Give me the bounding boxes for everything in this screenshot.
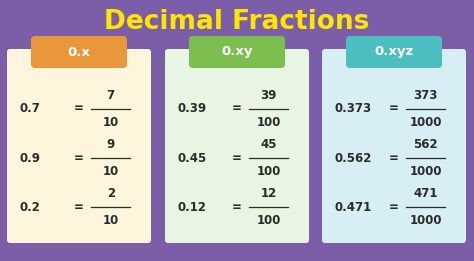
Text: 0.9: 0.9 xyxy=(20,151,41,164)
Text: =: = xyxy=(232,201,242,214)
Text: 562: 562 xyxy=(413,138,438,151)
Text: 0.39: 0.39 xyxy=(178,102,207,115)
Text: 0.12: 0.12 xyxy=(178,201,207,214)
Text: 1000: 1000 xyxy=(410,165,442,178)
Text: 1000: 1000 xyxy=(410,116,442,129)
Text: 9: 9 xyxy=(107,138,115,151)
Text: =: = xyxy=(389,151,399,164)
Text: 10: 10 xyxy=(102,214,119,227)
Text: =: = xyxy=(74,102,84,115)
Text: 100: 100 xyxy=(256,116,281,129)
Text: Decimal Fractions: Decimal Fractions xyxy=(104,9,370,35)
Text: 100: 100 xyxy=(256,165,281,178)
Text: 12: 12 xyxy=(261,187,277,200)
Text: 471: 471 xyxy=(413,187,438,200)
Text: 7: 7 xyxy=(107,89,115,102)
Text: 0.x: 0.x xyxy=(68,45,91,58)
Text: 0.xyz: 0.xyz xyxy=(374,45,414,58)
Text: 0.7: 0.7 xyxy=(20,102,41,115)
Text: =: = xyxy=(389,201,399,214)
FancyBboxPatch shape xyxy=(31,36,127,68)
Text: 373: 373 xyxy=(413,89,438,102)
FancyBboxPatch shape xyxy=(189,36,285,68)
Text: 10: 10 xyxy=(102,165,119,178)
Text: 0.562: 0.562 xyxy=(335,151,373,164)
Text: 0.471: 0.471 xyxy=(335,201,372,214)
FancyBboxPatch shape xyxy=(165,49,309,243)
Text: 0.45: 0.45 xyxy=(178,151,207,164)
Text: 0.xy: 0.xy xyxy=(221,45,253,58)
Text: 1000: 1000 xyxy=(410,214,442,227)
FancyBboxPatch shape xyxy=(346,36,442,68)
Text: 10: 10 xyxy=(102,116,119,129)
Text: =: = xyxy=(232,151,242,164)
Text: =: = xyxy=(74,151,84,164)
Text: 45: 45 xyxy=(261,138,277,151)
Text: 100: 100 xyxy=(256,214,281,227)
Text: =: = xyxy=(232,102,242,115)
Text: 2: 2 xyxy=(107,187,115,200)
FancyBboxPatch shape xyxy=(322,49,466,243)
Text: =: = xyxy=(389,102,399,115)
Text: 0.373: 0.373 xyxy=(335,102,372,115)
Text: 0.2: 0.2 xyxy=(20,201,41,214)
Text: 39: 39 xyxy=(261,89,277,102)
FancyBboxPatch shape xyxy=(7,49,151,243)
Text: =: = xyxy=(74,201,84,214)
